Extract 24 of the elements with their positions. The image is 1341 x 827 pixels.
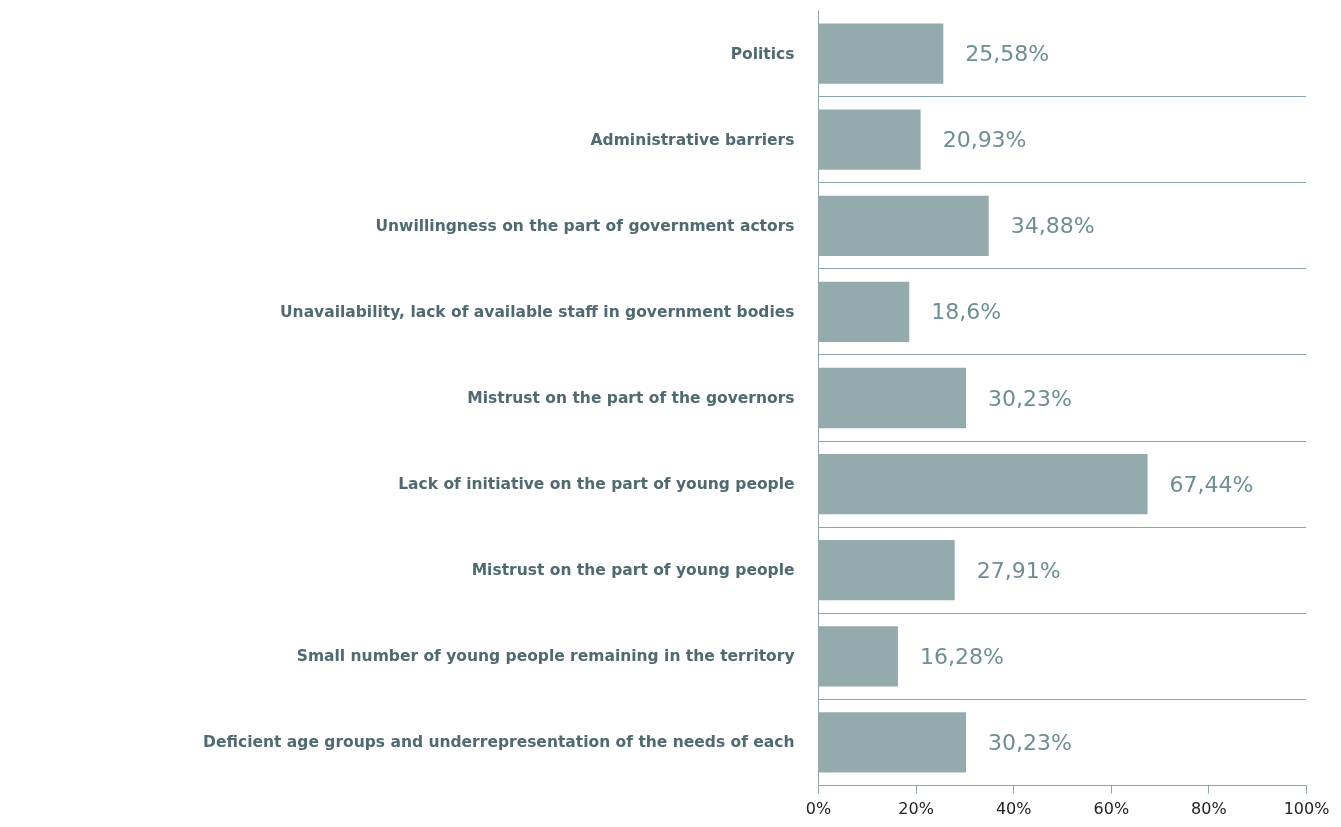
x-tick-label: 60% xyxy=(1093,798,1130,818)
data-label: 30,23% xyxy=(988,385,1072,411)
x-tick-label: 40% xyxy=(995,798,1032,818)
data-label: 67,44% xyxy=(1169,471,1254,497)
x-tick-label: 0% xyxy=(805,798,832,818)
x-tick-label: 80% xyxy=(1191,798,1227,818)
data-label: 16,28% xyxy=(919,643,1004,669)
y-tick-label: Lack of initiative on the part of young people xyxy=(398,475,795,494)
x-tick-label: 20% xyxy=(898,798,934,818)
y-tick-label: Mistrust on the part of the governors xyxy=(467,389,795,407)
x-tick-label: 100% xyxy=(1283,798,1330,818)
data-label: 30,23% xyxy=(988,729,1072,755)
y-tick-label: Unwillingness on the part of government actors xyxy=(375,216,795,235)
y-tick-label: Unavailability, lack of available staff in government bodies xyxy=(280,302,795,321)
y-tick-label: Politics xyxy=(730,44,795,63)
y-tick-label: Small number of young people remaining in the territory xyxy=(296,647,795,666)
y-tick-label: Deficient age groups and underrepresentation of the needs of each xyxy=(203,733,795,752)
data-label: 25,58% xyxy=(965,41,1050,67)
data-label: 18,6% xyxy=(931,299,1002,325)
data-label: 27,91% xyxy=(976,557,1061,583)
y-tick-label: Mistrust on the part of young people xyxy=(471,561,795,580)
y-tick-label: Administrative barriers xyxy=(590,130,795,149)
data-label: 34,88% xyxy=(1010,213,1095,239)
data-label: 20,93% xyxy=(942,127,1027,153)
